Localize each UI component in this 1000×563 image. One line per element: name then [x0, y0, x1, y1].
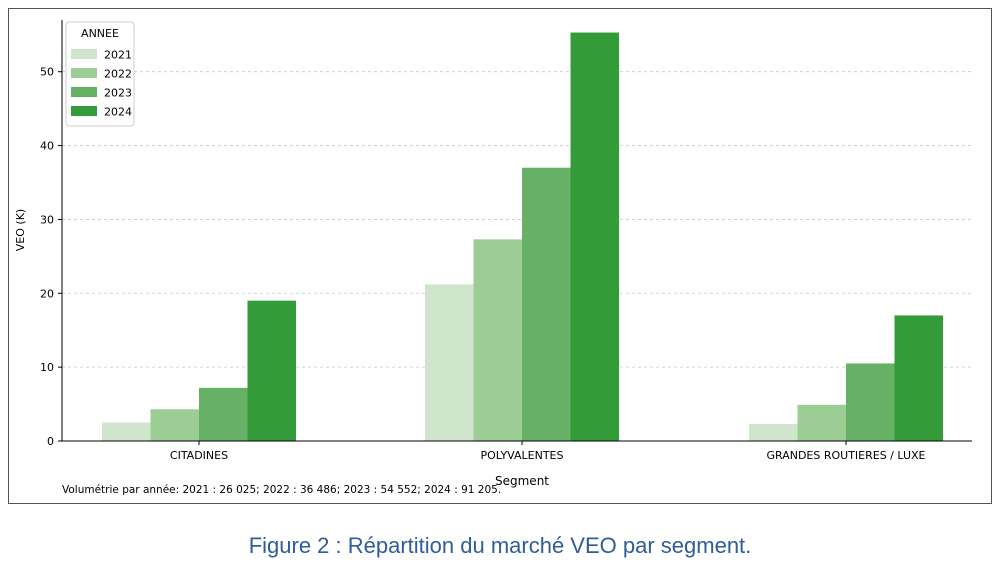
legend-label: 2022: [104, 68, 132, 81]
legend-label: 2024: [104, 106, 132, 119]
y-tick-label: 50: [40, 66, 54, 79]
bar-chart: 0 10 20 30 40 50 CITADINES POLYVALENTES GRANDES …: [14, 20, 972, 496]
legend-box: [65, 21, 135, 127]
legend-label: 2023: [104, 87, 132, 100]
legend-swatch: [71, 87, 97, 97]
bar-2023: [199, 387, 248, 441]
bar-2023: [846, 363, 895, 441]
bar-2022: [797, 404, 846, 441]
axes: 0 10 20 30 40 50 CITADINES POLYVALENTES GRANDES …: [40, 20, 972, 462]
legend: ANNEE 2021 2022 2023 2024: [65, 21, 135, 127]
x-tick-label: CITADINES: [170, 449, 228, 462]
y-tick-label: 20: [40, 287, 54, 300]
y-tick-label: 30: [40, 213, 54, 226]
legend-title: ANNEE: [81, 27, 119, 40]
legend-swatch: [71, 68, 97, 78]
bar-2023: [522, 167, 571, 441]
figure-caption: Figure 2 : Répartition du marché VEO par…: [248, 533, 752, 558]
x-axis-label: Segment: [495, 474, 549, 488]
legend-label: 2021: [104, 49, 132, 62]
bar-2021: [749, 424, 798, 441]
bar-2024: [247, 300, 296, 441]
footnote: Volumétrie par année: 2021 : 26 025; 202…: [62, 484, 501, 496]
x-tick-label: GRANDES ROUTIERES / LUXE: [766, 449, 925, 462]
y-tick-label: 10: [40, 361, 54, 374]
y-tick-label: 40: [40, 140, 54, 153]
bar-2021: [102, 422, 151, 441]
legend-swatch: [71, 49, 97, 59]
bars: [102, 32, 943, 441]
legend-swatch: [71, 106, 97, 116]
y-tick-label: 0: [47, 435, 54, 448]
bar-2024: [894, 315, 943, 441]
y-axis-label: VEO (K): [14, 209, 27, 251]
bar-2022: [473, 239, 522, 441]
bar-2024: [570, 32, 619, 441]
x-tick-label: POLYVALENTES: [481, 449, 564, 462]
bar-2022: [150, 409, 199, 441]
bar-2021: [425, 284, 474, 441]
grid-lines: [62, 71, 972, 368]
